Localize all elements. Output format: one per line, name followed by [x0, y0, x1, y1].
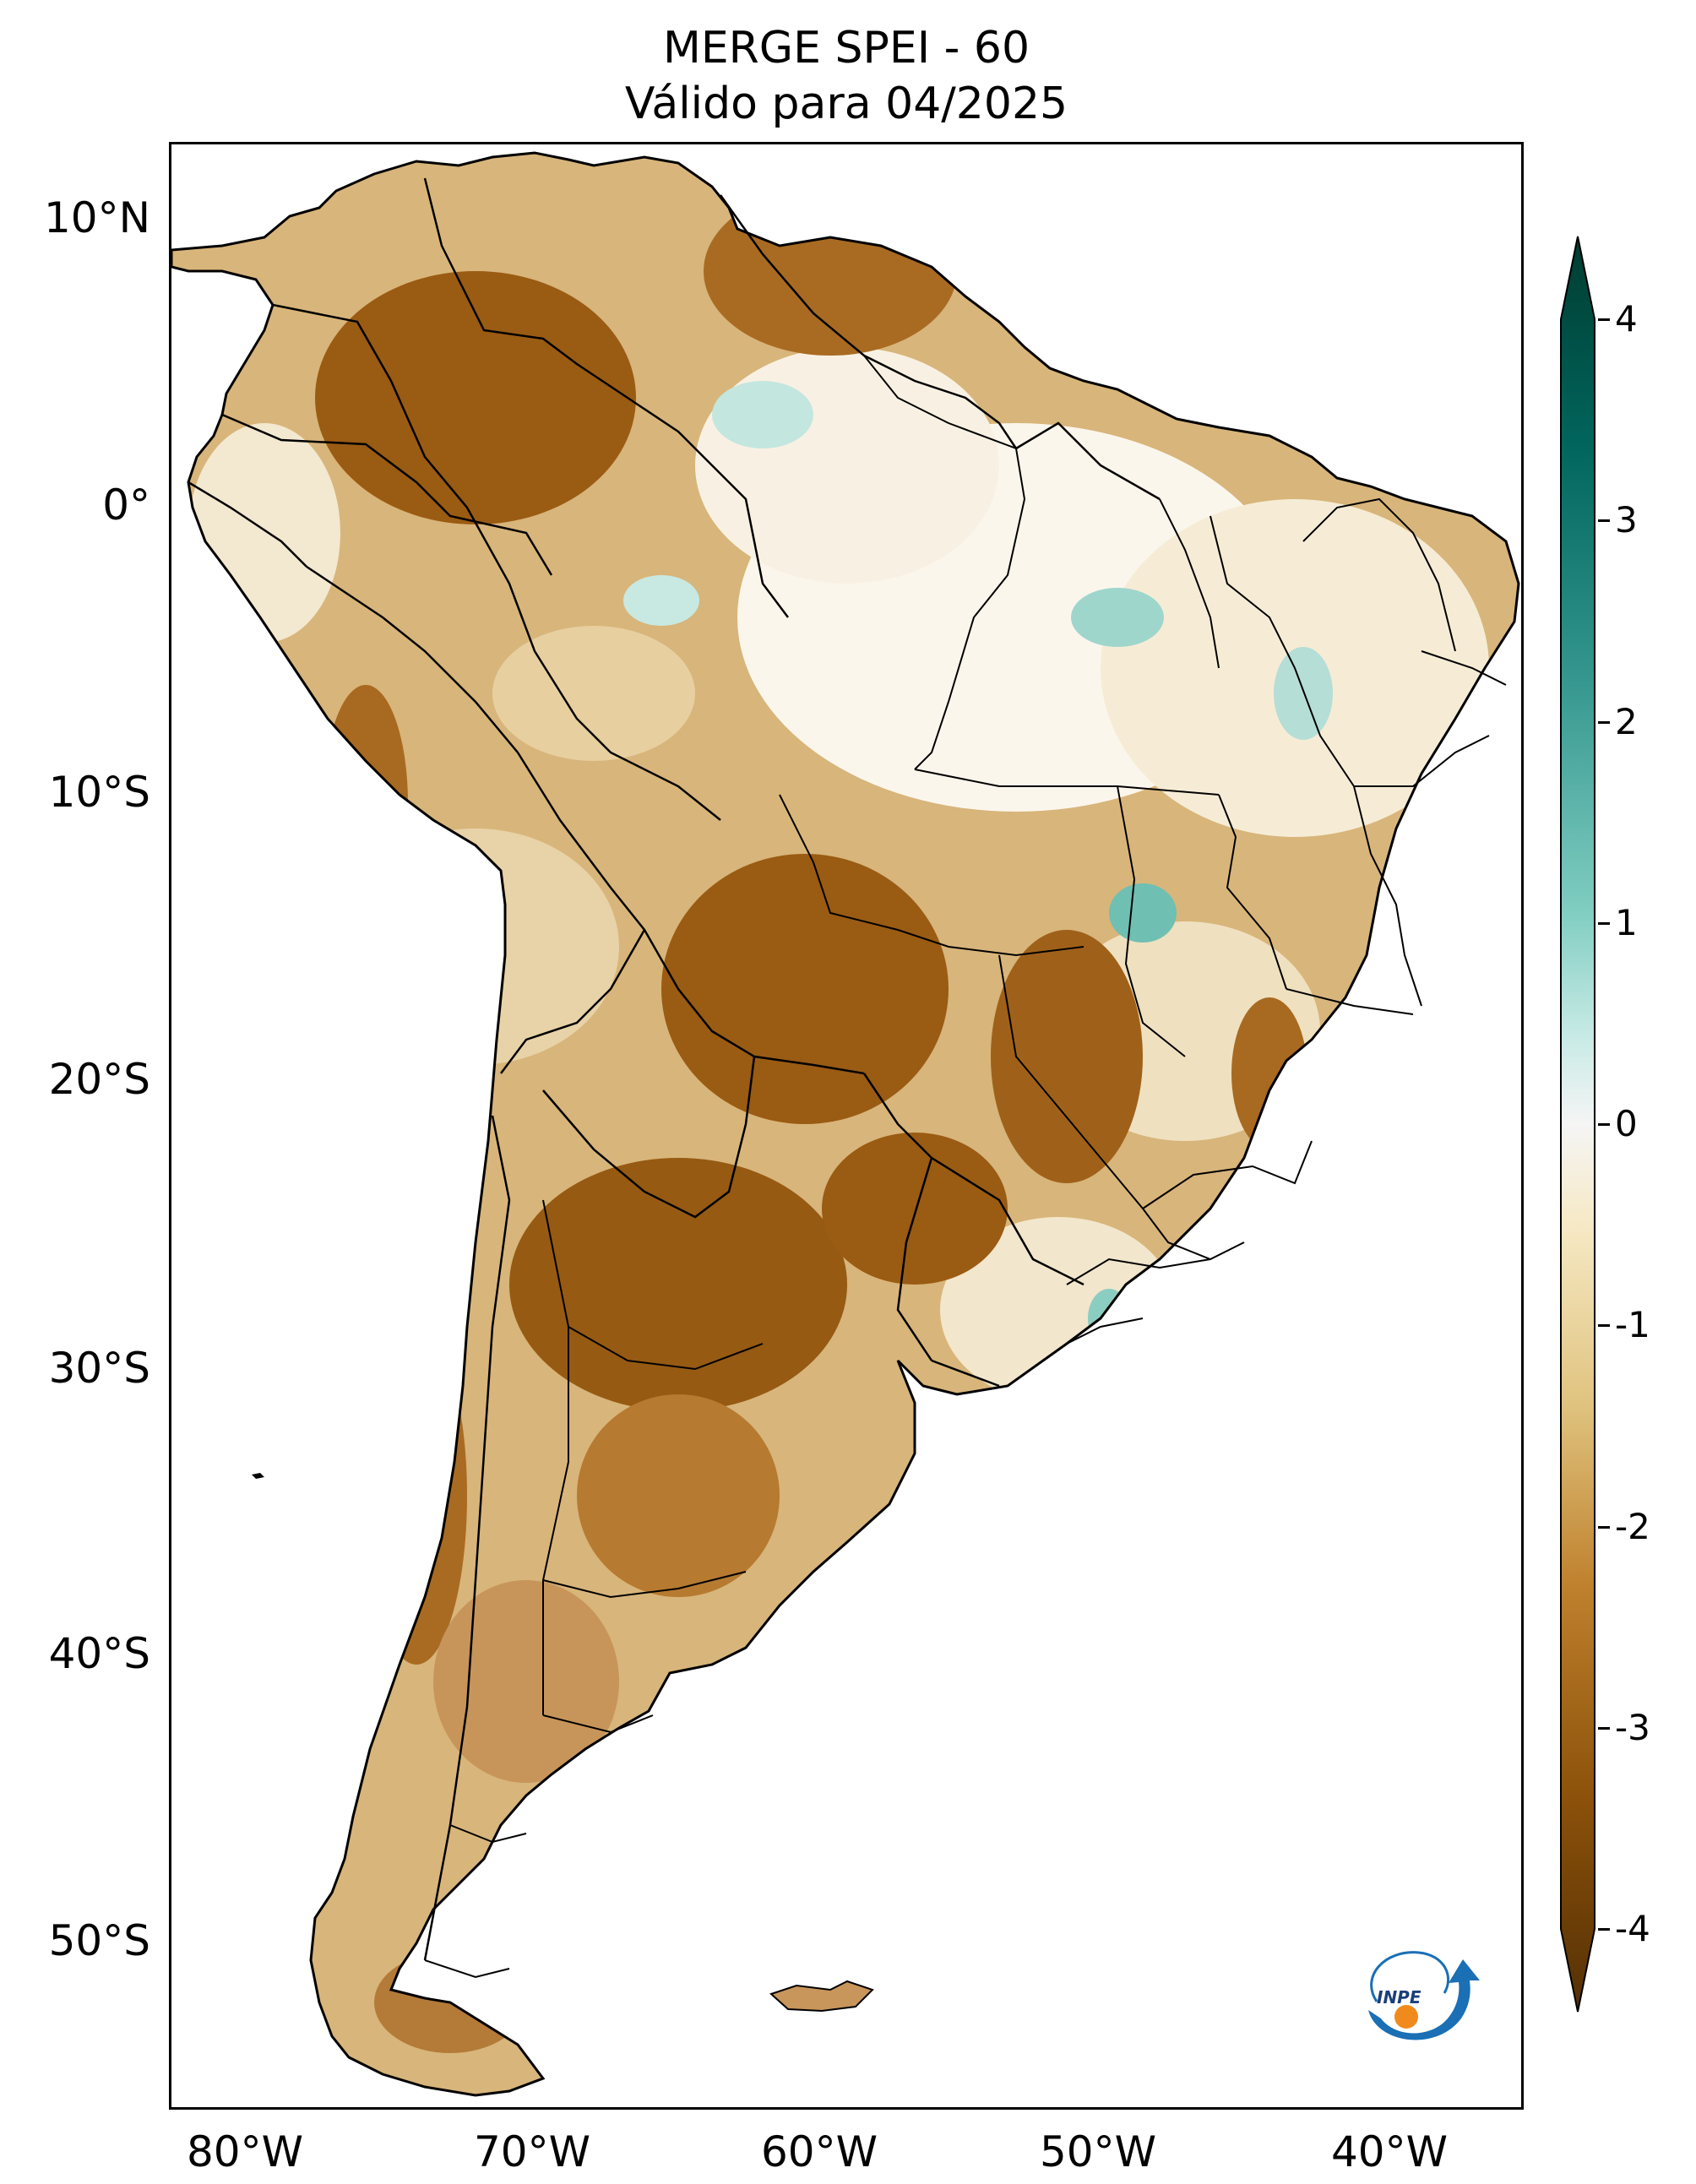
colorbar-tick-label: 1 — [1615, 901, 1638, 943]
colorbar-tick-label: 4 — [1615, 298, 1638, 340]
galapagos-islands — [252, 1473, 264, 1479]
lat-tick-40s: 40°S — [48, 1629, 150, 1678]
lat-tick-20s: 20°S — [48, 1055, 150, 1104]
lat-tick-10s: 10°S — [48, 768, 150, 817]
falkland-islands — [769, 1980, 874, 2013]
colorbar-tick-mark — [1598, 519, 1610, 523]
lat-tick-0: 0° — [102, 481, 150, 530]
colorbar-tick-label: 3 — [1615, 499, 1638, 541]
state-borders — [779, 355, 1507, 1345]
colorbar-tick-label: -1 — [1615, 1304, 1650, 1346]
colorbar-tick-mark — [1598, 1123, 1610, 1126]
colorbar-tick-mark — [1598, 1525, 1610, 1529]
colorbar-tick-mark — [1598, 921, 1610, 925]
colorbar-tick-label: -4 — [1615, 1908, 1650, 1949]
lat-tick-10n: 10°N — [43, 193, 150, 242]
lon-tick-80w: 80°W — [186, 2127, 304, 2176]
country-borders — [188, 177, 1161, 1961]
lon-tick-50w: 50°W — [1039, 2127, 1157, 2176]
colorbar-tick-mark — [1598, 1726, 1610, 1730]
map-subtitle: Válido para 04/2025 — [624, 79, 1068, 129]
map-title: MERGE SPEI - 60 — [662, 23, 1030, 73]
lat-tick-30s: 30°S — [48, 1344, 150, 1393]
inpe-logo-icon: INPE — [1368, 1951, 1480, 2040]
colorbar-tick-mark — [1598, 1928, 1610, 1931]
lon-tick-60w: 60°W — [760, 2127, 878, 2176]
province-borders — [424, 1199, 764, 1979]
colorbar-tick-mark — [1598, 318, 1610, 321]
lat-tick-50s: 50°S — [48, 1916, 150, 1965]
map-frame — [169, 142, 1524, 2110]
lon-tick-70w: 70°W — [473, 2127, 591, 2176]
south-america-map — [171, 151, 1520, 2097]
colorbar-tick-mark — [1598, 720, 1610, 724]
colorbar — [1560, 236, 1595, 2013]
colorbar-tick-label: 0 — [1615, 1103, 1638, 1144]
colorbar-tick-label: -3 — [1615, 1706, 1650, 1748]
colorbar-tick-label: -2 — [1615, 1505, 1650, 1547]
colorbar-tick-mark — [1598, 1324, 1610, 1328]
colorbar-tick-label: 2 — [1615, 700, 1638, 742]
logo-text: INPE — [1377, 1987, 1421, 2007]
lon-tick-40w: 40°W — [1330, 2127, 1449, 2176]
